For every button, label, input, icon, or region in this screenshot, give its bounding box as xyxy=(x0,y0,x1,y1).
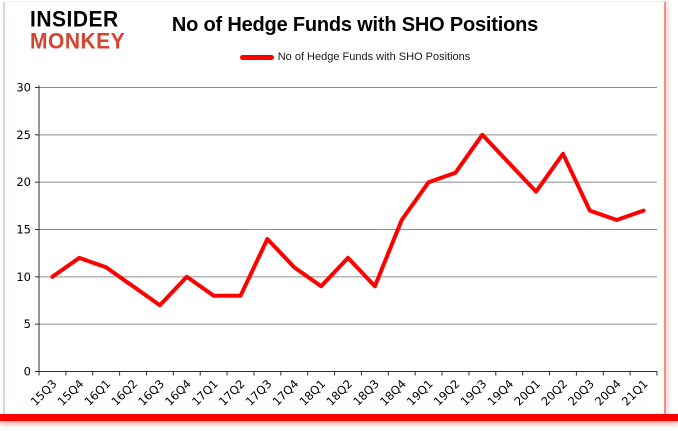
line-chart-plot: 0 5 10 15 20 25 30 15Q315Q416Q116Q216Q316Q417Q1… xyxy=(16,81,658,409)
bottom-accent-bar xyxy=(0,414,678,421)
x-axis-label: 15Q3 xyxy=(28,377,60,409)
x-axis-label: 17Q4 xyxy=(270,377,302,409)
y-axis-label: 0 xyxy=(24,365,31,379)
x-axis-label: 19Q1 xyxy=(404,377,436,409)
y-axis-label: 20 xyxy=(16,175,31,189)
x-axis-label: 16Q3 xyxy=(135,377,167,409)
x-axis-label: 20Q4 xyxy=(592,377,624,409)
x-axis-label: 16Q2 xyxy=(108,377,140,409)
x-axis-label: 19Q2 xyxy=(431,377,463,409)
x-axis-label: 16Q1 xyxy=(81,377,113,409)
x-axis-label: 19Q3 xyxy=(458,377,490,409)
x-axis-label: 18Q1 xyxy=(296,377,328,409)
x-axis-label: 17Q1 xyxy=(189,377,221,409)
y-axis-label: 5 xyxy=(24,317,31,331)
y-axis-label: 25 xyxy=(16,128,31,142)
x-axis-label: 20Q2 xyxy=(538,377,570,409)
chart-header: No of Hedge Funds with SHO Positions No … xyxy=(120,14,590,63)
logo-line-monkey: MONKEY xyxy=(30,29,126,54)
card-right-border xyxy=(664,2,666,414)
x-axis-label: 18Q3 xyxy=(350,377,382,409)
insider-monkey-logo: INSIDER MONKEY xyxy=(30,7,126,54)
x-axis-label: 19Q4 xyxy=(485,377,517,409)
chart-legend: No of Hedge Funds with SHO Positions xyxy=(120,51,590,63)
chart-title: No of Hedge Funds with SHO Positions xyxy=(171,14,539,36)
logo-line-insider: INSIDER xyxy=(30,7,119,32)
x-axis-label: 17Q2 xyxy=(216,377,248,409)
x-axis-label: 18Q4 xyxy=(377,377,409,409)
series-line xyxy=(50,132,646,308)
x-axis-label: 20Q1 xyxy=(511,377,543,409)
y-axis-label: 10 xyxy=(16,270,31,284)
legend-label: No of Hedge Funds with SHO Positions xyxy=(277,51,471,63)
x-axis-label: 18Q2 xyxy=(323,377,355,409)
x-axis-label: 17Q3 xyxy=(243,377,275,409)
y-axis-label: 15 xyxy=(16,223,31,237)
card-top-border xyxy=(3,1,669,2)
y-axis-label: 30 xyxy=(16,81,31,95)
x-axis-label: 21Q1 xyxy=(619,377,651,409)
x-axis-label: 20Q3 xyxy=(565,377,597,409)
x-axis-label: 15Q4 xyxy=(55,377,87,409)
x-axis-label: 16Q4 xyxy=(162,377,194,409)
card-left-border xyxy=(3,2,5,414)
legend-line-swatch-icon xyxy=(239,54,274,60)
